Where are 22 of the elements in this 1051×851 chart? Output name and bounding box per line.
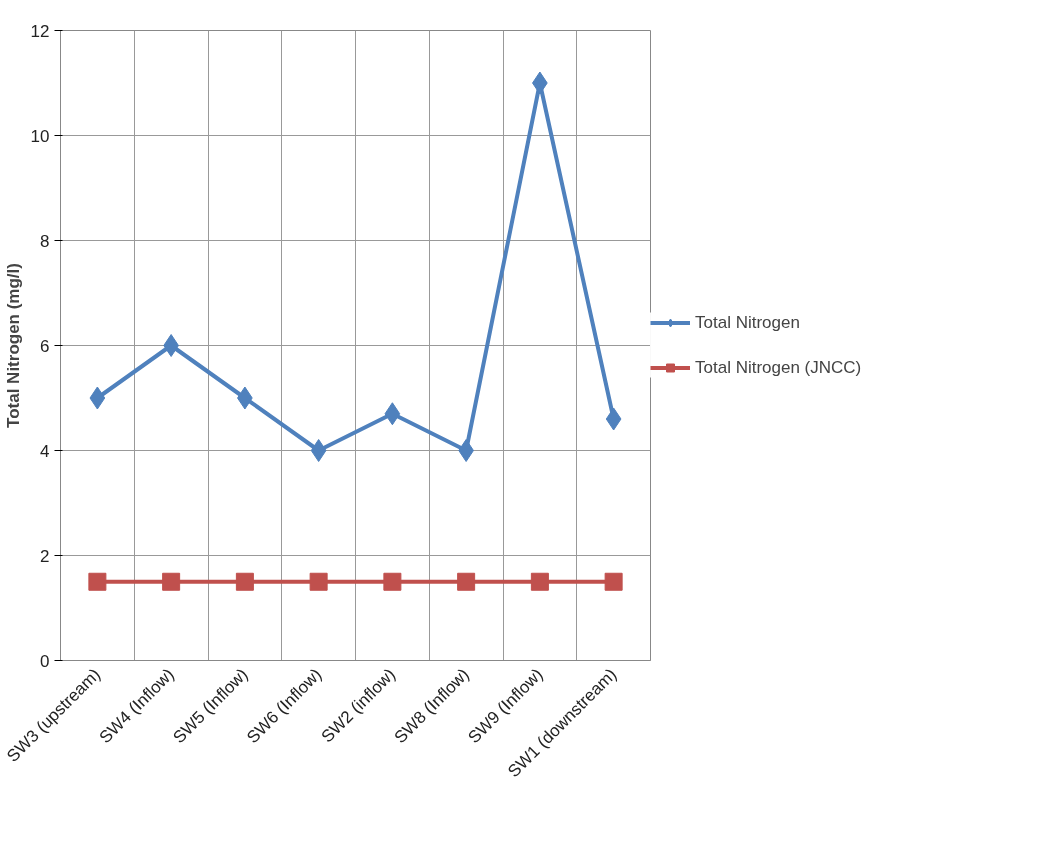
point xyxy=(383,572,402,591)
y-axis-title: Total Nitrogen (mg/l) xyxy=(3,263,23,428)
y-tick-label: 12 xyxy=(30,21,50,41)
y-tick-label: 4 xyxy=(40,441,50,461)
point xyxy=(605,407,622,431)
point xyxy=(88,572,107,591)
legend-label: Total Nitrogen (JNCC) xyxy=(695,357,862,378)
point xyxy=(604,572,623,591)
point xyxy=(310,439,327,462)
legend-label: Total Nitrogen xyxy=(695,312,800,333)
y-tick-label: 2 xyxy=(40,546,50,566)
point xyxy=(89,386,106,410)
point xyxy=(235,572,254,591)
y-tick-label: 8 xyxy=(40,231,50,251)
point xyxy=(384,402,401,426)
point xyxy=(309,572,328,591)
point xyxy=(162,572,181,591)
point xyxy=(530,572,549,591)
y-tick-label: 0 xyxy=(40,651,50,671)
y-tick-label: 10 xyxy=(30,126,50,146)
y-tick-label: 6 xyxy=(40,336,50,356)
point xyxy=(457,572,476,591)
